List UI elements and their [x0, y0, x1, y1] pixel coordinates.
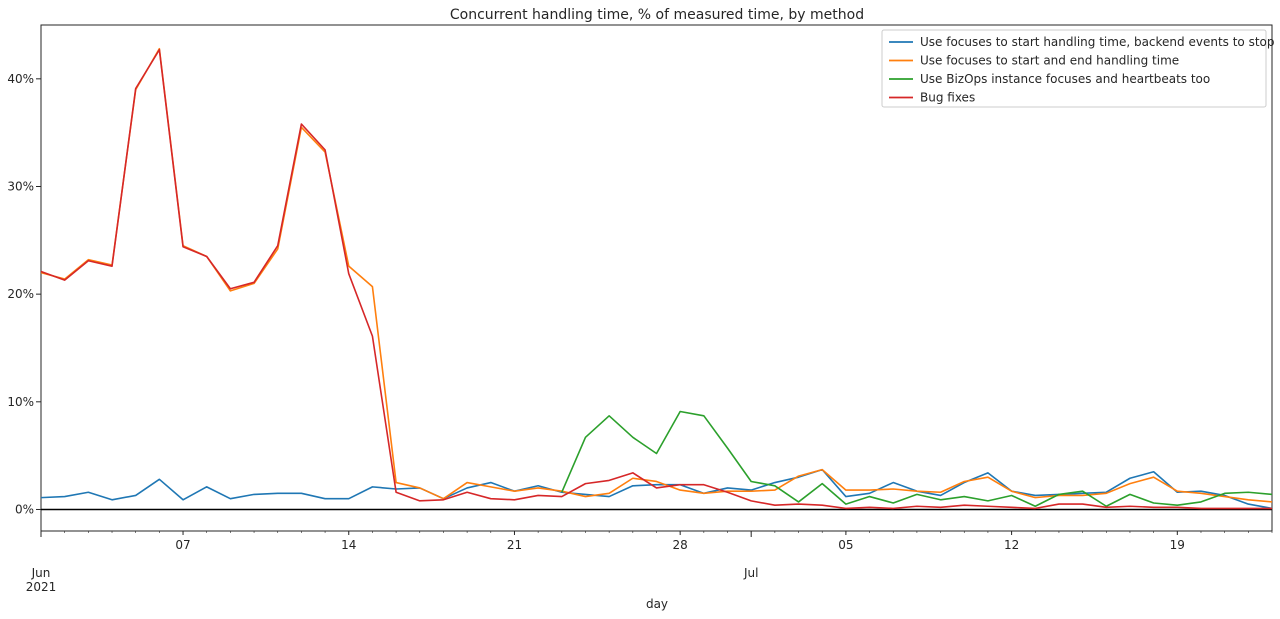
- x-tick-label: 28: [673, 538, 688, 552]
- x-tick-label: 19: [1170, 538, 1185, 552]
- x-tick-label: 07: [175, 538, 190, 552]
- x-tick-label: Jun: [31, 566, 51, 580]
- y-tick-label: 40%: [7, 72, 34, 86]
- x-axis-label: day: [646, 597, 668, 611]
- series-lines: [40, 47, 1273, 510]
- legend: Use focuses to start handling time, back…: [881, 29, 1275, 108]
- legend-label: Use focuses to start and end handling ti…: [920, 54, 1179, 68]
- legend-box: [881, 29, 1267, 108]
- series-line-4: [40, 48, 1272, 510]
- legend-label: Bug fixes: [920, 91, 975, 105]
- x-tick-label: 21: [507, 538, 522, 552]
- x-tick-label: 12: [1004, 538, 1019, 552]
- x-tick-sublabel: 2021: [26, 580, 57, 594]
- x-tick-label: Jul: [743, 566, 758, 580]
- y-axis: 0% 10% 20% 30% 40%: [7, 72, 41, 516]
- series-line-2: [40, 47, 1273, 503]
- y-tick-label: 20%: [7, 287, 34, 301]
- chart-title: Concurrent handling time, % of measured …: [450, 7, 864, 23]
- y-tick-label: 0%: [15, 502, 34, 516]
- legend-label: Use BizOps instance focuses and heartbea…: [920, 72, 1210, 86]
- series-line-3: [561, 410, 1273, 508]
- y-tick-label: 30%: [7, 179, 34, 193]
- series-line-1: [40, 468, 1273, 510]
- x-tick-label: 14: [341, 538, 356, 552]
- x-tick-label: 05: [838, 538, 853, 552]
- y-tick-label: 10%: [7, 395, 34, 409]
- legend-label: Use focuses to start handling time, back…: [920, 35, 1275, 49]
